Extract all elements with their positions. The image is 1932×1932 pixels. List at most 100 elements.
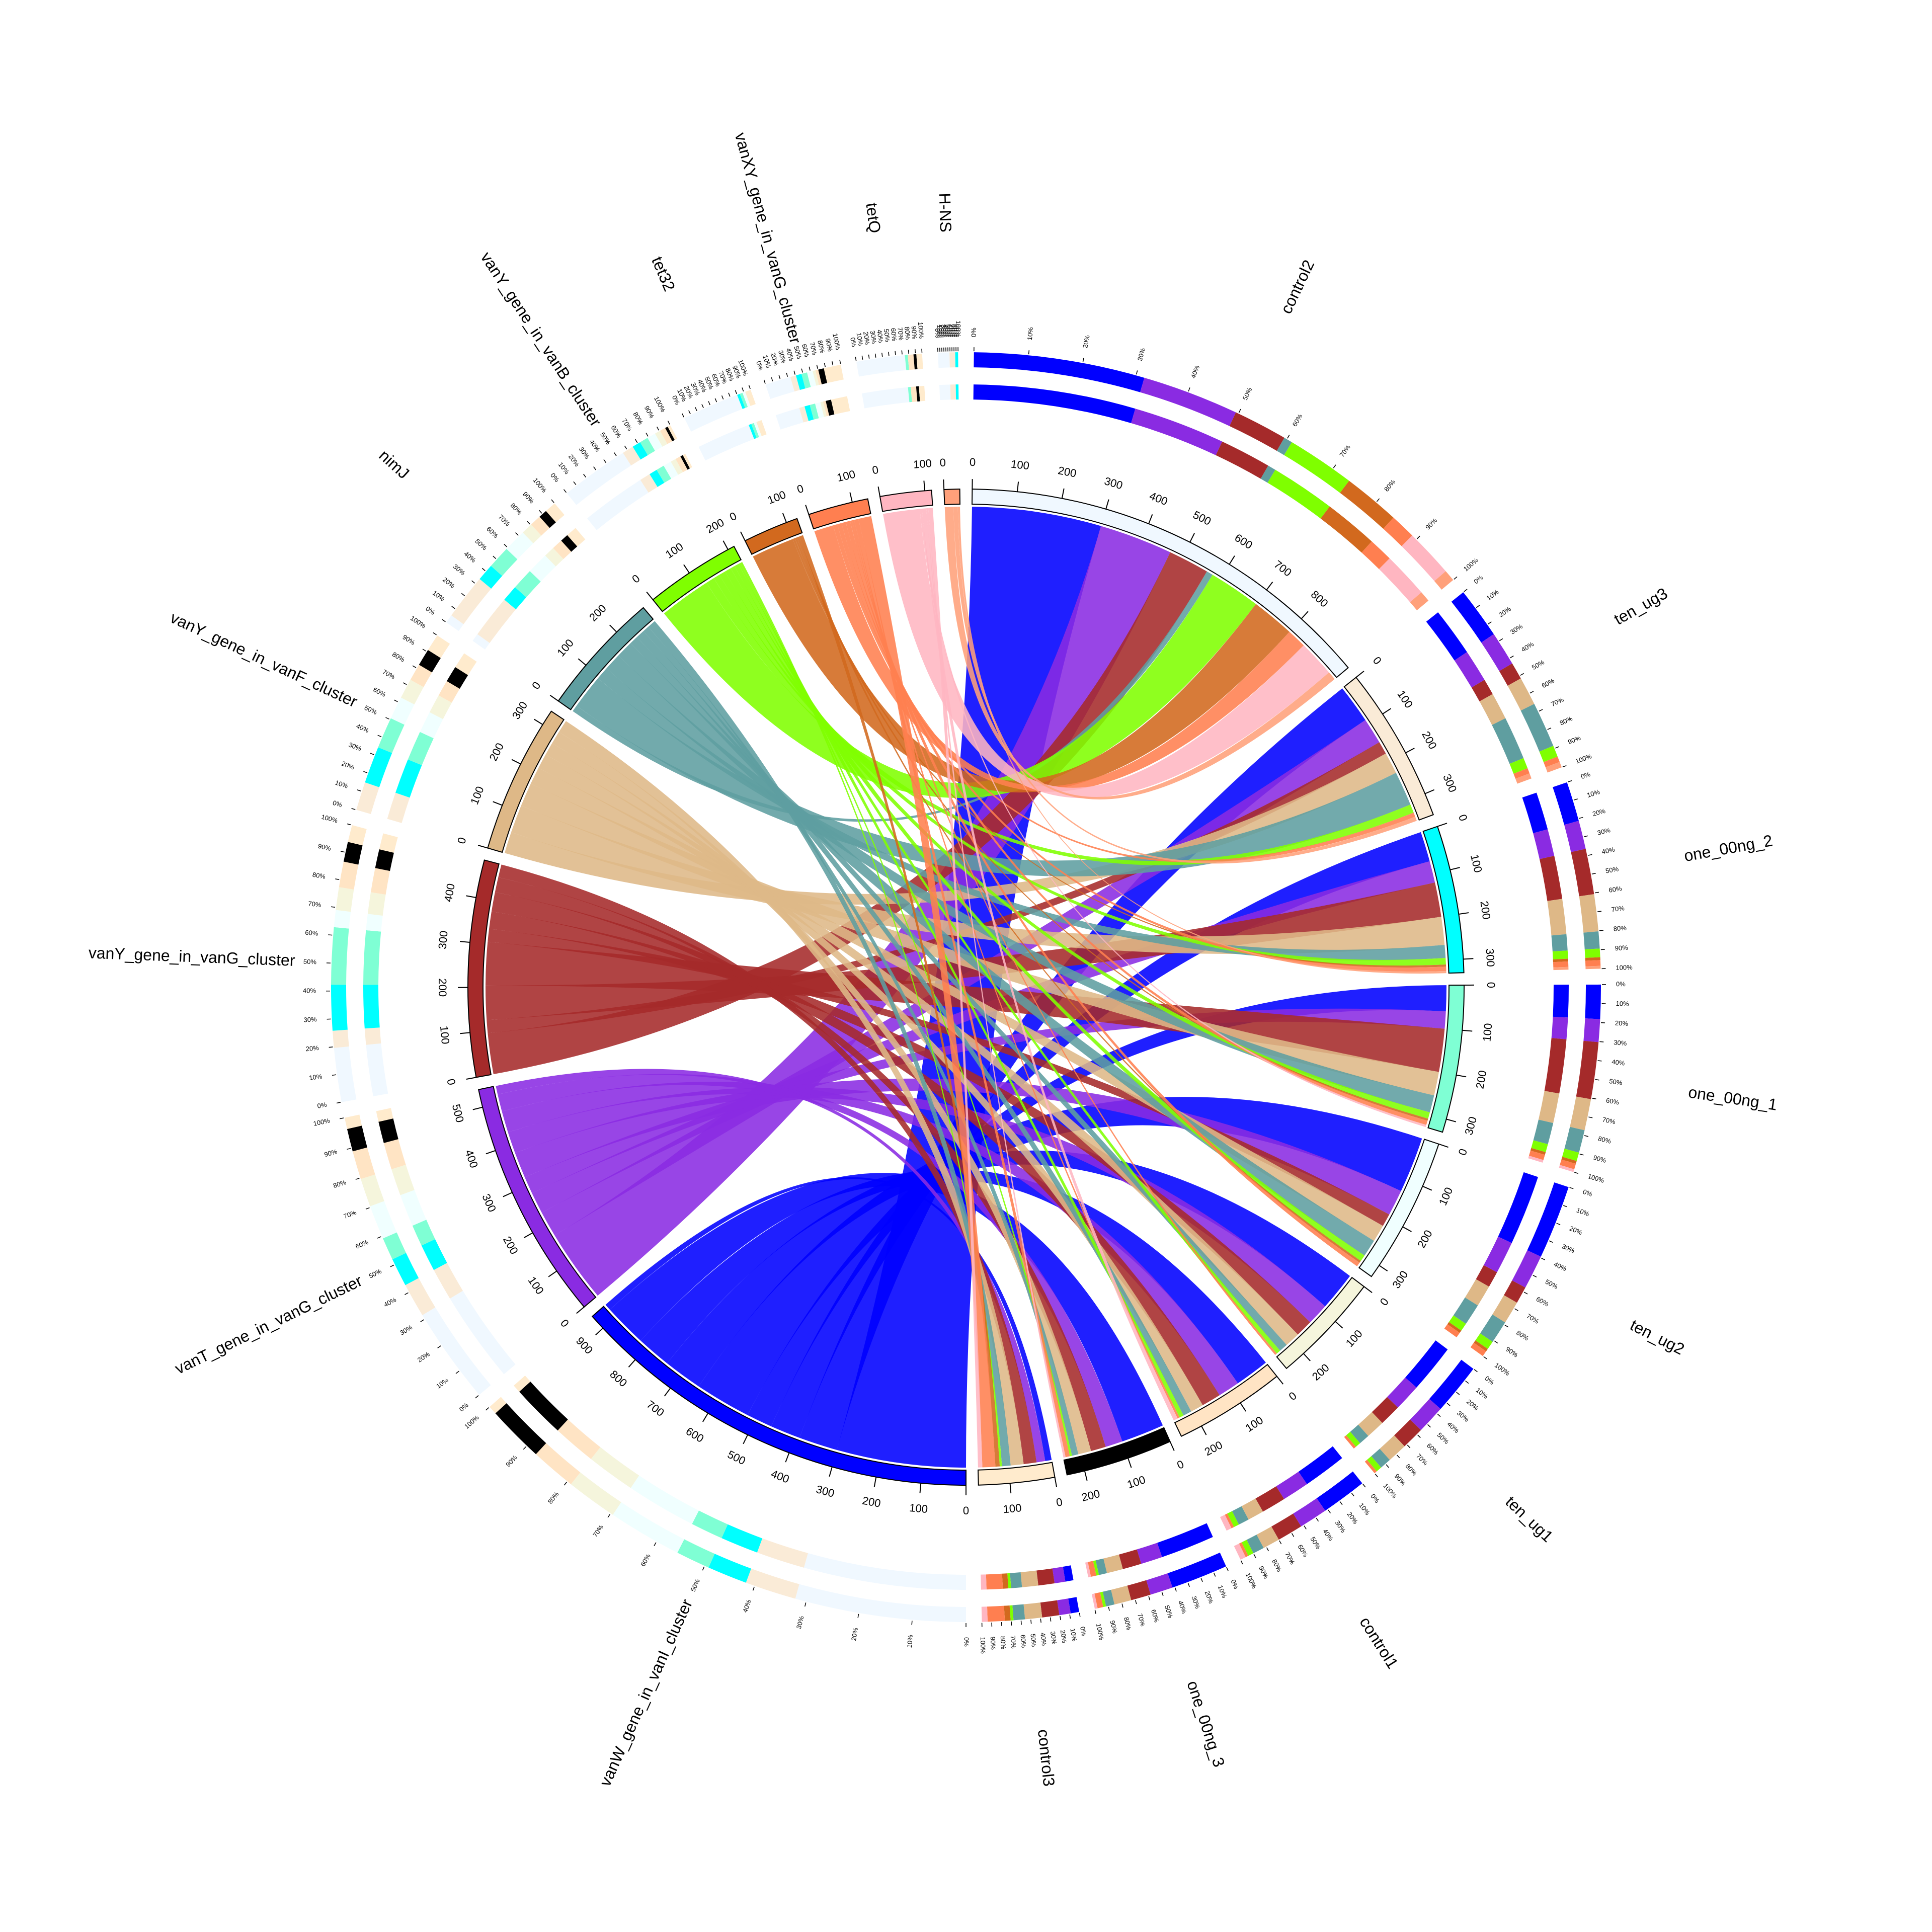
ribbon (502, 1082, 1238, 1396)
ring-segment (803, 1553, 966, 1590)
ring-segment (400, 1190, 427, 1226)
percent-tick (1597, 911, 1602, 912)
ring-segment (660, 428, 673, 444)
ring-segment (916, 354, 923, 369)
percent-tick (1079, 1613, 1081, 1617)
tick-mark (472, 1106, 483, 1110)
ring-segment (910, 386, 918, 402)
ring-segment (429, 695, 452, 719)
ring-segment (391, 1164, 415, 1195)
ring-segment (479, 566, 503, 589)
percent-tick (656, 426, 660, 431)
ring-segment (754, 422, 762, 437)
tick-mark (1105, 499, 1109, 510)
ring-segment (365, 747, 392, 787)
percent-label: 50% (882, 329, 892, 343)
percent-tick (832, 361, 834, 366)
ring-segment (1499, 663, 1521, 686)
percent-tick (405, 1292, 409, 1295)
ring-segment (383, 1139, 406, 1170)
ring-segment (630, 1475, 699, 1524)
percent-label: 60% (800, 343, 811, 358)
ring-segment (1146, 1573, 1173, 1595)
ring-segment (640, 474, 658, 493)
ring-segment (331, 985, 348, 1031)
percent-tick (1437, 1413, 1441, 1417)
ring-segment (1009, 1605, 1014, 1621)
ring-segment (1267, 469, 1330, 519)
percent-tick (1569, 1187, 1574, 1189)
ring-segment (1344, 1435, 1356, 1449)
percent-tick (1539, 709, 1543, 712)
percent-label: 50% (1029, 1633, 1038, 1647)
tick-mark (1402, 1226, 1412, 1232)
percent-tick (1396, 1455, 1400, 1459)
percent-label: 50% (944, 324, 952, 338)
percent-tick (1530, 691, 1534, 694)
ring-segment (1453, 1297, 1478, 1324)
ring-segment (856, 355, 907, 377)
ring-segment (434, 1263, 463, 1299)
ring-segment (775, 408, 803, 430)
percent-tick (839, 359, 841, 364)
ring-segment (412, 1220, 435, 1246)
percent-tick (1510, 655, 1514, 659)
ring-segment (799, 406, 809, 423)
percent-tick (1549, 1240, 1553, 1243)
percent-label: 10% (1586, 788, 1601, 799)
ring-segment (955, 352, 958, 368)
percent-tick (874, 353, 876, 358)
tick-mark (1169, 1441, 1175, 1451)
ring-segment (1229, 412, 1284, 451)
percent-label: 90% (324, 1148, 338, 1158)
percent-tick (1328, 1509, 1331, 1513)
ring-segment (400, 680, 424, 705)
ring-segment (790, 375, 800, 392)
ring-segment (1063, 1565, 1074, 1582)
percent-tick (1094, 1609, 1096, 1614)
percent-tick (442, 619, 446, 622)
ring-segment (1057, 1598, 1071, 1616)
percent-tick (1266, 1547, 1269, 1552)
ring-segment (1533, 1119, 1554, 1145)
tick-mark (646, 591, 654, 600)
ring-segment (1298, 1446, 1342, 1484)
ring-segment (1140, 377, 1236, 426)
ring-segment (1579, 894, 1599, 933)
ring-segment (981, 1574, 987, 1590)
ring-segment (1012, 1604, 1025, 1621)
ring-segment (1451, 592, 1494, 643)
ring-segment (515, 571, 541, 598)
ring-segment (1220, 1514, 1232, 1531)
ring-segment (820, 401, 827, 417)
percent-label: 50% (1605, 865, 1620, 874)
ring-segment (664, 461, 678, 479)
tick-label: 300 (1484, 948, 1497, 967)
ring-segment (530, 555, 556, 582)
percent-tick (695, 407, 697, 412)
percent-tick (607, 1514, 611, 1518)
tick-mark (1084, 1471, 1088, 1481)
percent-label: 30% (1596, 826, 1611, 837)
tick-label: 300 (436, 930, 450, 950)
percent-tick (1588, 854, 1592, 856)
percent-label: 0% (963, 1637, 971, 1647)
percent-tick (1533, 1275, 1537, 1277)
ring-segment (1246, 1535, 1264, 1554)
ring-segment (1444, 1324, 1460, 1338)
ring-segment (378, 718, 405, 753)
percent-label: 90% (317, 842, 332, 852)
tick-mark (702, 1413, 709, 1422)
segment-band (1343, 676, 1434, 821)
ring-segment (1232, 1506, 1249, 1525)
percent-label: 100% (831, 333, 842, 351)
ring-segment (749, 424, 757, 439)
ring-segment (813, 370, 819, 386)
ring-segment (390, 697, 415, 725)
ring-segment (495, 1403, 546, 1455)
tick-mark (873, 1477, 877, 1487)
percent-tick (1555, 746, 1560, 749)
tick-label: 100 (913, 457, 932, 471)
ring-segment (949, 352, 956, 368)
percent-label: 0% (849, 337, 858, 348)
